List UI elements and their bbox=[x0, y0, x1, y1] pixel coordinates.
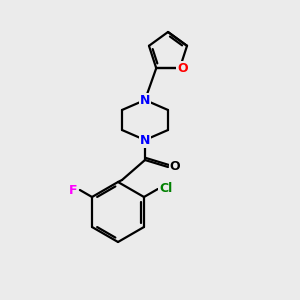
Text: N: N bbox=[140, 134, 150, 146]
Text: F: F bbox=[69, 184, 77, 196]
Text: O: O bbox=[170, 160, 180, 172]
Text: O: O bbox=[177, 62, 188, 75]
Text: Cl: Cl bbox=[159, 182, 172, 196]
Text: N: N bbox=[140, 94, 150, 106]
